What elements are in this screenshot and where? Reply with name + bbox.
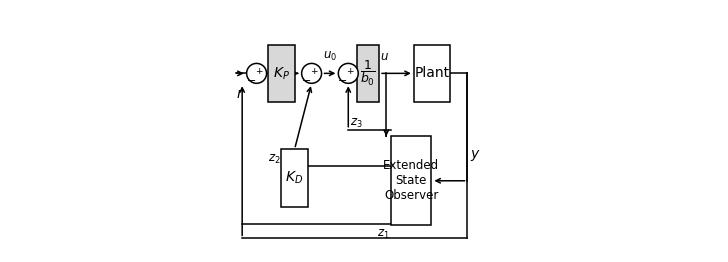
Text: $u$: $u$ [380, 50, 389, 63]
Bar [414, 45, 451, 102]
Text: $\dfrac{1}{b_0}$: $\dfrac{1}{b_0}$ [360, 59, 376, 88]
Bar [282, 149, 308, 207]
Bar [269, 45, 295, 102]
Circle shape [339, 63, 358, 83]
Text: $+$: $+$ [255, 66, 264, 76]
Text: $r$: $r$ [237, 87, 245, 101]
Text: $z_1$: $z_1$ [377, 228, 389, 241]
Text: $+$: $+$ [347, 66, 355, 76]
Circle shape [247, 63, 266, 83]
Text: $-$: $-$ [245, 74, 256, 84]
Text: $+$: $+$ [310, 66, 318, 76]
Text: $z_2$: $z_2$ [267, 153, 280, 166]
Text: $u_0$: $u_0$ [323, 50, 337, 63]
Text: Extended
State
Observer: Extended State Observer [383, 159, 439, 202]
Circle shape [301, 63, 322, 83]
Bar [357, 45, 379, 102]
Text: $z_3$: $z_3$ [350, 117, 363, 130]
Text: $K_P$: $K_P$ [273, 65, 290, 81]
Text: $-$: $-$ [337, 74, 347, 84]
Text: $K_D$: $K_D$ [285, 170, 304, 186]
Text: $-$: $-$ [301, 74, 311, 84]
Text: $y$: $y$ [470, 148, 480, 163]
Bar [391, 136, 432, 225]
Text: Plant: Plant [414, 66, 450, 80]
